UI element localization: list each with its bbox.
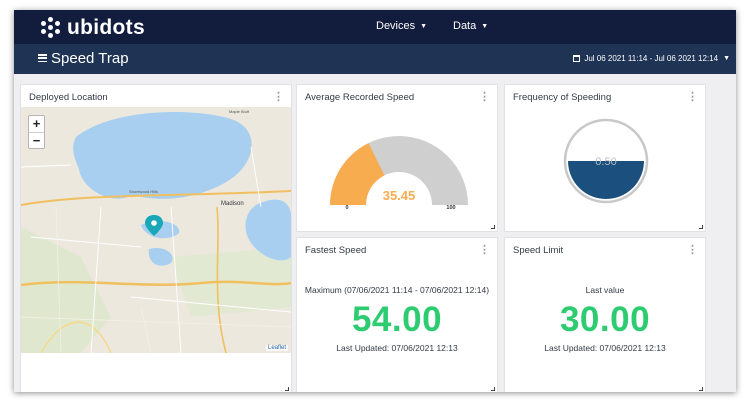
metric-value: 54.00: [351, 300, 443, 339]
logo-text: ubidots: [67, 16, 145, 39]
resize-handle[interactable]: [491, 225, 495, 229]
widget-title: Average Recorded Speed: [305, 92, 415, 103]
gauge-value: 35.45: [383, 188, 416, 203]
kebab-icon[interactable]: ⋮: [273, 91, 284, 103]
gauge-fill: [330, 143, 385, 205]
resize-handle[interactable]: [699, 387, 703, 391]
hamburger-icon[interactable]: [38, 54, 47, 63]
fastest-speed-widget: Fastest Speed ⋮ Maximum (07/06/2021 11:1…: [296, 237, 498, 392]
gauge-chart: 0 100 35.45: [330, 136, 468, 211]
tank-chart: 0.50: [563, 118, 649, 204]
app-window: ubidots Devices ▼ Data ▼ Speed Trap Jul …: [14, 10, 736, 392]
metric-caption: Maximum (07/06/2021 11:14 - 07/06/2021 1…: [304, 285, 490, 295]
zoom-out-button[interactable]: −: [29, 132, 44, 148]
nav-devices-label: Devices: [376, 20, 416, 32]
last-updated: Last Updated: 07/06/2021 12:13: [544, 343, 666, 353]
calendar-icon: [573, 55, 581, 62]
caret-down-icon: ▼: [420, 22, 428, 30]
nav-data[interactable]: Data ▼: [453, 20, 488, 32]
gauge-max-label: 100: [446, 205, 455, 211]
metric-value: 30.00: [559, 300, 651, 339]
caret-down-icon: ▼: [481, 22, 489, 30]
kebab-icon[interactable]: ⋮: [687, 91, 698, 103]
widget-title: Fastest Speed: [305, 245, 367, 256]
widget-title: Speed Limit: [513, 245, 564, 256]
nav-data-label: Data: [453, 20, 477, 32]
maple-bluff-label: Maple Bluff: [229, 109, 250, 114]
resize-handle[interactable]: [699, 225, 703, 229]
shorewood-label: Shorewood Hills: [129, 189, 158, 194]
date-range-picker[interactable]: Jul 06 2021 11:14 - Jul 06 2021 12:14 ▼: [573, 54, 730, 63]
last-updated: Last Updated: 07/06/2021 12:13: [336, 343, 458, 353]
metric-caption: Last value: [585, 285, 625, 295]
tank-value: 0.50: [595, 156, 616, 168]
map-widget: Deployed Location ⋮ Shorewood Hills Madi…: [20, 84, 292, 392]
map-pin-icon[interactable]: [145, 215, 163, 236]
map-view[interactable]: Shorewood Hills Madison Maple Bluff + − …: [21, 107, 291, 353]
widget-title: Deployed Location: [29, 92, 108, 103]
leaflet-attribution[interactable]: Leaflet: [265, 345, 288, 351]
dashboard-title[interactable]: Speed Trap: [51, 50, 129, 67]
zoom-controls: + −: [28, 115, 45, 149]
resize-handle[interactable]: [491, 387, 495, 391]
speed-limit-widget: Speed Limit ⋮ Last value 30.00 Last Upda…: [504, 237, 706, 392]
map-tiles: Shorewood Hills Madison Maple Bluff: [21, 107, 291, 353]
widget-title: Frequency of Speeding: [513, 92, 612, 103]
dashboard-header: Speed Trap Jul 06 2021 11:14 - Jul 06 20…: [14, 44, 736, 74]
madison-label: Madison: [221, 201, 244, 207]
kebab-icon[interactable]: ⋮: [479, 91, 490, 103]
frequency-widget: Frequency of Speeding ⋮ 0.50: [504, 84, 706, 232]
kebab-icon[interactable]: ⋮: [479, 244, 490, 256]
resize-handle[interactable]: [285, 387, 289, 391]
ubidots-logo[interactable]: ubidots: [40, 16, 145, 40]
kebab-icon[interactable]: ⋮: [687, 244, 698, 256]
caret-down-icon: ▼: [723, 55, 730, 62]
gauge-min-label: 0: [345, 205, 348, 211]
average-speed-widget: Average Recorded Speed ⋮ 0 100 35.45: [296, 84, 498, 232]
date-range-text: Jul 06 2021 11:14 - Jul 06 2021 12:14: [584, 54, 719, 63]
logo-dots-icon: [40, 17, 62, 39]
nav-devices[interactable]: Devices ▼: [376, 20, 427, 32]
zoom-in-button[interactable]: +: [32, 116, 41, 131]
top-navigation-bar: ubidots Devices ▼ Data ▼: [14, 10, 736, 44]
